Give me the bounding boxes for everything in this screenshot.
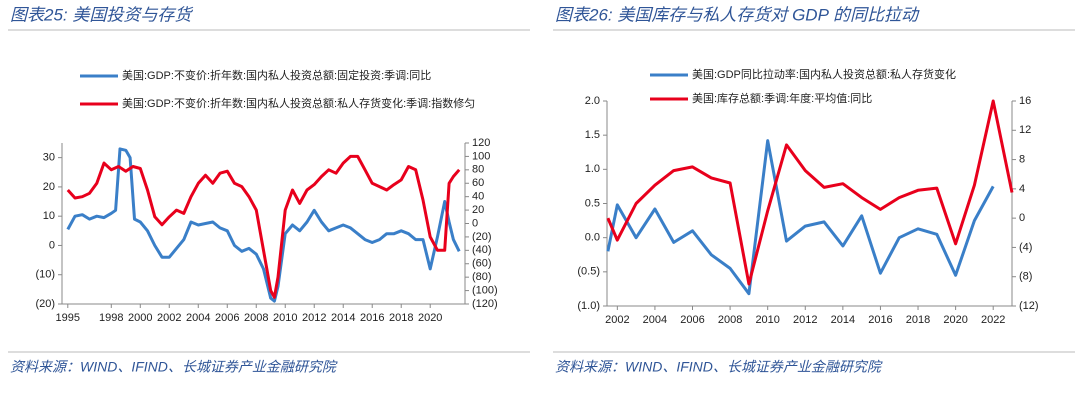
x-tick-label: 2014: [831, 314, 855, 326]
x-tick-label: 2018: [389, 312, 413, 324]
x-tick-label: 1998: [99, 312, 123, 324]
y-tick-label: 0.0: [585, 232, 600, 244]
legend-label: 美国:GDP:不变价:折年数:国内私人投资总额:固定投资:季调:同比: [122, 68, 431, 82]
y2-tick-label: 4: [1019, 183, 1025, 195]
x-tick-label: 2014: [331, 312, 355, 324]
x-tick-label: 2000: [128, 312, 152, 324]
y-tick-label: 0: [49, 239, 55, 251]
y-tick-label: (20): [35, 298, 55, 310]
x-tick-label: 2004: [643, 314, 667, 326]
y2-tick-label: (20): [472, 231, 492, 243]
series-line: [606, 139, 995, 296]
series-line: [606, 99, 1014, 286]
chart-title: 图表25: 美国投资与存货: [10, 5, 193, 24]
legend-label: 美国:GDP:不变价:折年数:国内私人投资总额:私人存货变化:季调:指数修匀: [122, 96, 475, 110]
y2-tick-label: 16: [1019, 95, 1031, 107]
y2-tick-label: (120): [472, 298, 498, 310]
x-tick-label: 2002: [605, 314, 629, 326]
x-tick-label: 2016: [868, 314, 892, 326]
y2-tick-label: (80): [472, 271, 492, 283]
legend-label: 美国:GDP同比拉动率:国内私人投资总额:私人存货变化: [692, 67, 956, 81]
y2-tick-label: 80: [472, 164, 484, 176]
x-tick-label: 2002: [157, 312, 181, 324]
y2-tick-label: 120: [472, 137, 490, 149]
y2-tick-label: (40): [472, 244, 492, 256]
x-tick-label: 2016: [360, 312, 384, 324]
x-tick-label: 2020: [418, 312, 442, 324]
y2-tick-label: 20: [472, 204, 484, 216]
x-tick-label: 2008: [718, 314, 742, 326]
y2-tick-label: (100): [472, 284, 498, 296]
y-tick-label: 0.5: [585, 197, 600, 209]
y-tick-label: (0.5): [577, 266, 600, 278]
y-tick-label: 1.0: [585, 163, 600, 175]
x-tick-label: 2018: [906, 314, 930, 326]
y2-tick-label: (12): [1019, 300, 1039, 312]
legend-label: 美国:库存总额:季调:年度:平均值:同比: [692, 91, 872, 105]
y2-tick-label: 12: [1019, 124, 1031, 136]
y-tick-label: 2.0: [585, 95, 600, 107]
x-tick-label: 2020: [943, 314, 967, 326]
x-tick-label: 2006: [215, 312, 239, 324]
y-tick-label: (1.0): [577, 300, 600, 312]
y-tick-label: 1.5: [585, 129, 600, 141]
x-tick-label: 2012: [793, 314, 817, 326]
x-tick-label: 2006: [680, 314, 704, 326]
source-note: 资料来源：WIND、IFIND、长城证券产业金融研究院: [10, 359, 338, 375]
y-tick-label: 20: [43, 181, 55, 193]
y2-tick-label: 0: [472, 217, 478, 229]
x-tick-label: 2012: [302, 312, 326, 324]
series-line: [66, 154, 461, 299]
y2-tick-label: 8: [1019, 153, 1025, 165]
x-tick-label: 2010: [755, 314, 779, 326]
y2-tick-label: (4): [1019, 241, 1032, 253]
y-tick-label: (10): [35, 269, 55, 281]
x-tick-label: 2010: [273, 312, 297, 324]
y2-tick-label: 0: [1019, 212, 1025, 224]
x-tick-label: 2008: [244, 312, 268, 324]
y2-tick-label: 40: [472, 191, 484, 203]
y-tick-label: 10: [43, 210, 55, 222]
x-tick-label: 1995: [56, 312, 80, 324]
source-note: 资料来源：WIND、IFIND、长城证券产业金融研究院: [555, 359, 883, 375]
x-tick-label: 2022: [981, 314, 1005, 326]
y2-tick-label: 60: [472, 177, 484, 189]
y-tick-label: 30: [43, 152, 55, 164]
y2-tick-label: (8): [1019, 271, 1032, 283]
chart-title: 图表26: 美国库存与私人存货对 GDP 的同比拉动: [555, 5, 920, 24]
series-line: [66, 147, 461, 303]
y2-tick-label: (60): [472, 258, 492, 270]
y2-tick-label: 100: [472, 150, 490, 162]
x-tick-label: 2004: [186, 312, 210, 324]
